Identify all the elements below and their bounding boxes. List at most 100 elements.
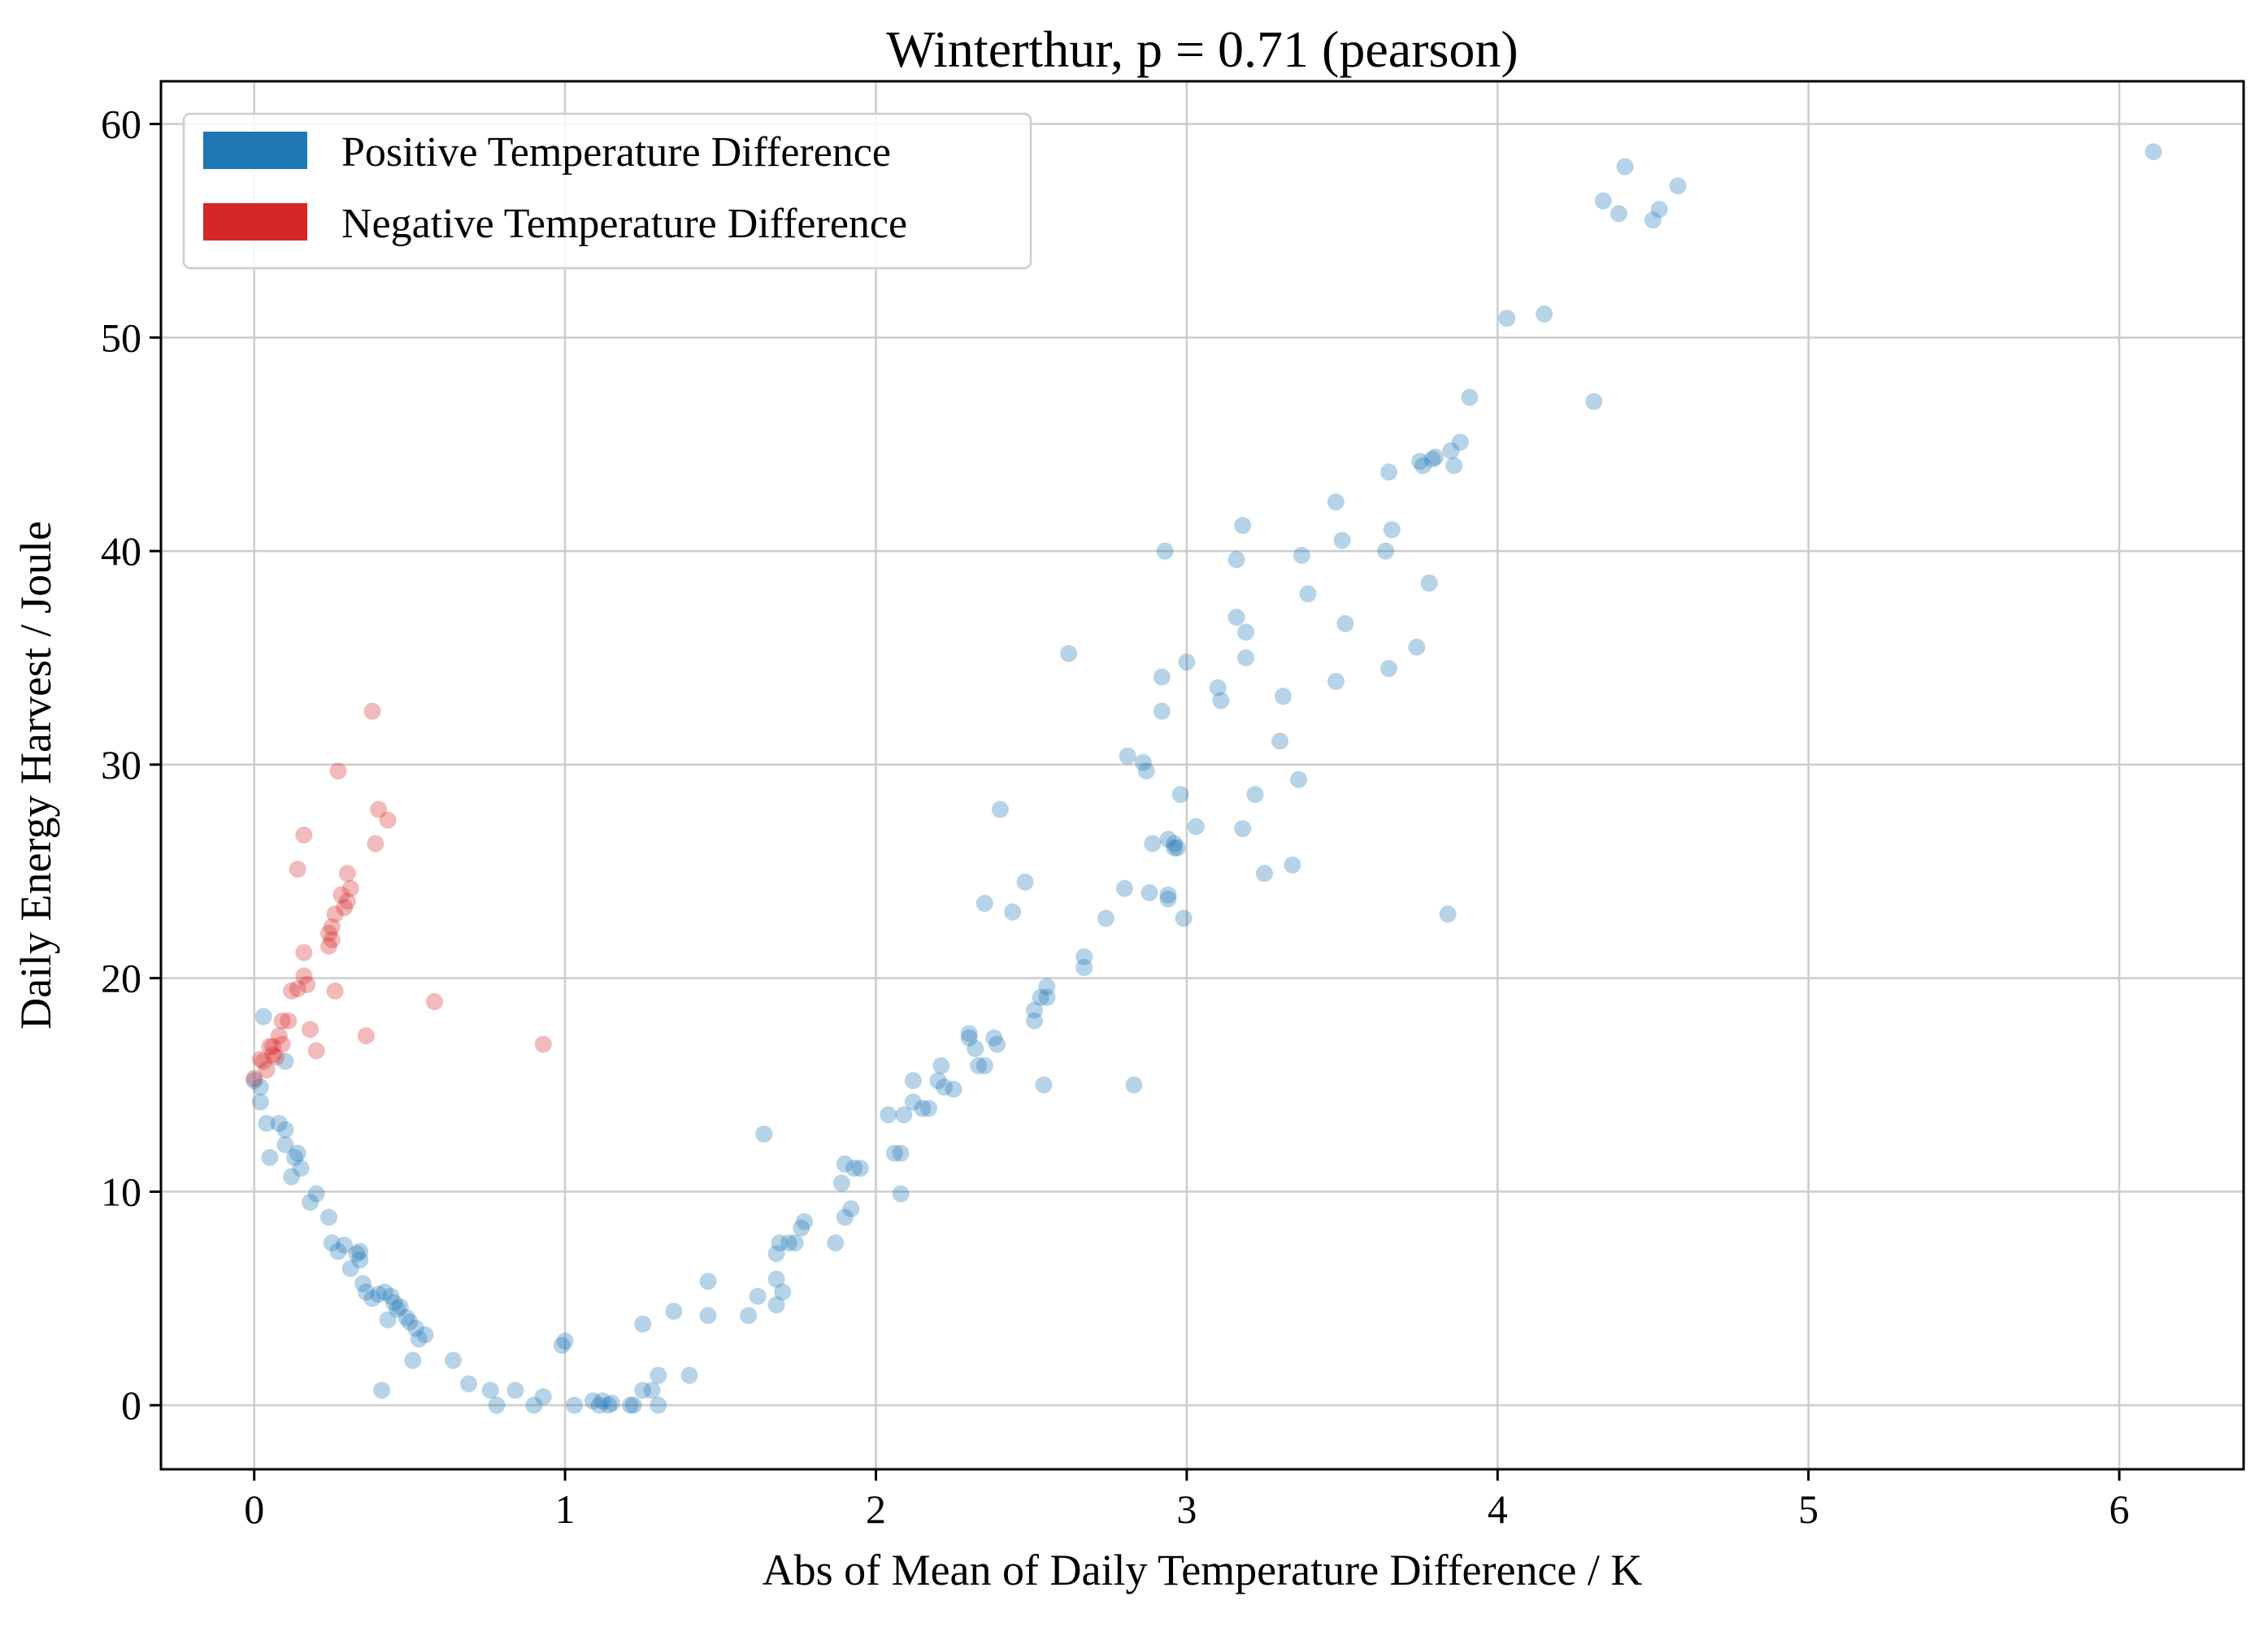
data-point-positive — [2144, 143, 2162, 161]
data-point-positive — [488, 1396, 506, 1414]
data-point-positive — [793, 1219, 810, 1237]
x-axis-label: Abs of Mean of Daily Temperature Differe… — [763, 1546, 1643, 1594]
data-point-negative — [289, 861, 306, 878]
data-point-positive — [1035, 1076, 1053, 1094]
data-point-positive — [251, 1078, 269, 1096]
data-point-positive — [1327, 493, 1345, 511]
x-tick-label: 2 — [866, 1486, 886, 1532]
data-point-positive — [1175, 909, 1193, 927]
data-point-positive — [398, 1308, 415, 1326]
data-point-positive — [1442, 442, 1460, 460]
data-point-positive — [1144, 835, 1162, 852]
x-tick-label: 3 — [1176, 1486, 1197, 1532]
data-point-negative — [326, 905, 344, 923]
x-tick-label: 1 — [555, 1486, 576, 1532]
data-point-positive — [1299, 585, 1317, 603]
data-point-negative — [426, 993, 444, 1011]
data-point-positive — [357, 1283, 375, 1301]
data-point-positive — [1125, 1076, 1143, 1094]
data-point-positive — [985, 1029, 1003, 1047]
data-point-positive — [370, 1286, 388, 1303]
data-point-negative — [251, 1050, 269, 1068]
data-point-positive — [1075, 958, 1093, 976]
data-point-positive — [1016, 873, 1034, 891]
data-point-positive — [1227, 609, 1245, 627]
data-point-positive — [285, 1148, 303, 1166]
data-point-positive — [1187, 818, 1205, 835]
data-point-negative — [295, 967, 313, 985]
data-point-positive — [534, 1388, 552, 1406]
data-point-positive — [904, 1093, 922, 1111]
data-point-positive — [892, 1144, 910, 1162]
data-point-negative — [379, 811, 397, 829]
data-point-positive — [319, 1208, 337, 1226]
data-point-negative — [357, 1027, 375, 1045]
data-point-positive — [348, 1245, 366, 1263]
data-point-positive — [892, 1185, 910, 1203]
data-point-positive — [254, 1008, 272, 1026]
y-tick-label: 30 — [101, 742, 141, 787]
data-point-positive — [771, 1234, 789, 1251]
data-point-positive — [416, 1325, 434, 1343]
data-point-positive — [1445, 457, 1463, 475]
y-axis-label: Daily Energy Harvest / Joule — [11, 521, 60, 1030]
y-tick-label: 60 — [101, 102, 141, 147]
data-point-negative — [367, 835, 385, 852]
data-point-positive — [842, 1199, 860, 1217]
data-point-positive — [1227, 551, 1245, 569]
data-point-positive — [600, 1396, 618, 1414]
data-point-positive — [1153, 702, 1171, 720]
data-point-positive — [1408, 638, 1426, 656]
data-point-positive — [699, 1307, 717, 1325]
data-point-positive — [1336, 614, 1354, 632]
data-point-negative — [307, 1042, 325, 1060]
data-point-positive — [1271, 732, 1289, 750]
data-point-positive — [1166, 839, 1184, 857]
data-point-positive — [960, 1029, 978, 1047]
data-point-positive — [1137, 762, 1155, 780]
data-point-positive — [391, 1298, 409, 1316]
data-point-positive — [379, 1311, 397, 1329]
data-point-positive — [602, 1395, 620, 1412]
data-point-positive — [584, 1392, 602, 1410]
y-tick-label: 0 — [121, 1382, 141, 1428]
data-point-negative — [298, 976, 316, 994]
data-point-positive — [1451, 433, 1469, 451]
data-point-positive — [845, 1159, 863, 1177]
data-point-positive — [1004, 903, 1022, 921]
legend-label-positive: Positive Temperature Difference — [341, 129, 891, 176]
data-point-positive — [506, 1382, 524, 1399]
data-point-positive — [1237, 623, 1255, 641]
data-point-positive — [1284, 856, 1301, 874]
data-point-positive — [1234, 820, 1252, 838]
data-point-positive — [1115, 879, 1133, 897]
data-point-positive — [401, 1313, 419, 1331]
data-point-positive — [796, 1212, 814, 1230]
data-point-positive — [323, 1234, 341, 1251]
data-point-positive — [1498, 310, 1516, 328]
data-point-positive — [970, 1056, 988, 1074]
data-point-positive — [1274, 688, 1292, 705]
data-point-positive — [1585, 393, 1603, 410]
data-point-positive — [991, 800, 1009, 818]
data-point-positive — [621, 1396, 639, 1414]
data-point-positive — [407, 1320, 425, 1338]
data-point-positive — [665, 1303, 683, 1321]
data-point-positive — [289, 1144, 306, 1162]
data-point-positive — [1461, 388, 1479, 406]
data-point-positive — [1171, 786, 1189, 804]
data-point-positive — [975, 1056, 993, 1074]
data-point-negative — [264, 1046, 282, 1064]
data-point-positive — [975, 895, 993, 913]
x-tick-label: 4 — [1488, 1486, 1508, 1532]
data-point-positive — [1327, 672, 1345, 690]
legend-box — [182, 112, 1032, 270]
data-point-positive — [1097, 909, 1114, 927]
data-point-positive — [276, 1136, 294, 1154]
data-point-positive — [351, 1243, 369, 1260]
data-point-positive — [1536, 305, 1553, 323]
data-point-positive — [245, 1072, 263, 1090]
data-point-positive — [1209, 679, 1227, 696]
